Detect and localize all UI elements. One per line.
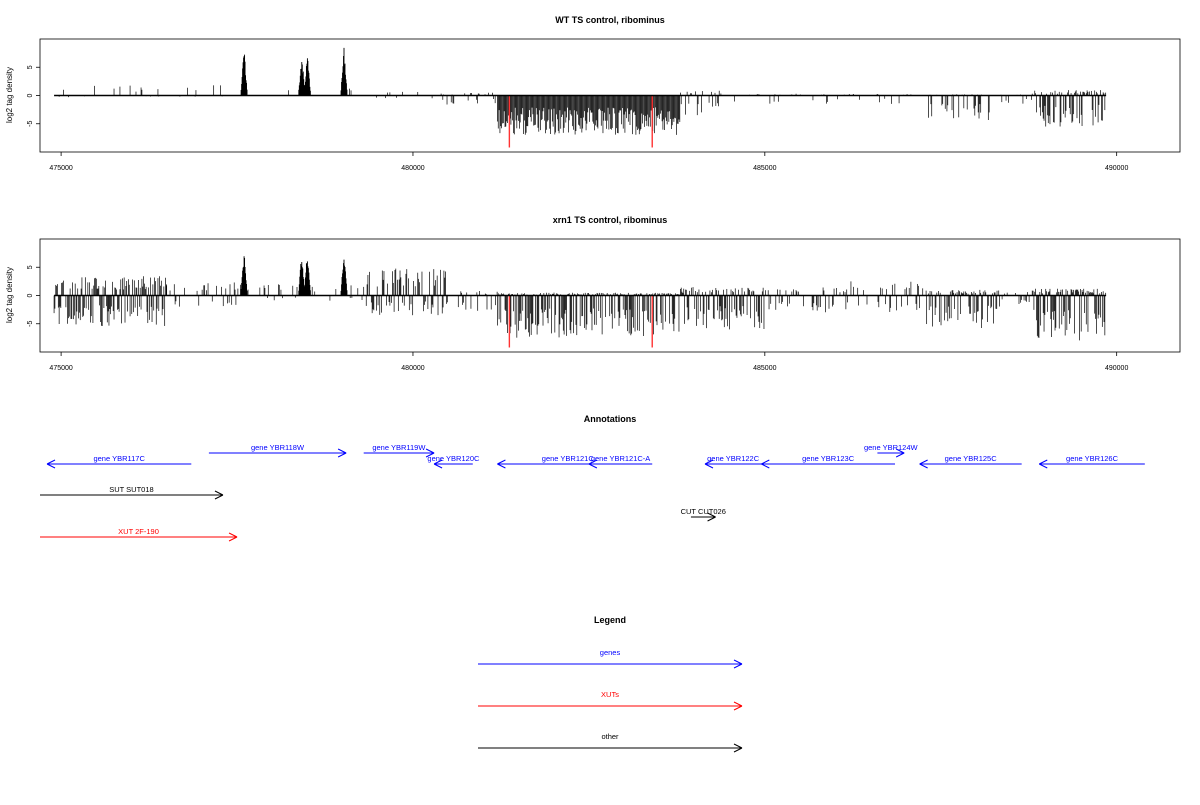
feature-label: gene YBR123C [802, 454, 855, 463]
feature-arrow: SUT SUT018 [40, 485, 224, 500]
feature-label: XUT 2F-190 [118, 527, 159, 536]
legend-label: XUTs [601, 690, 619, 699]
arrow-head [588, 463, 598, 469]
feature-label: gene YBR122C [707, 454, 760, 463]
arrow-head [707, 512, 716, 518]
x-tick-label: 480000 [401, 165, 424, 172]
arrow-head [704, 459, 714, 465]
arrow-head [733, 743, 743, 749]
x-tick-label: 480000 [401, 365, 424, 372]
y-tick-label: 0 [27, 93, 34, 97]
legend-title: Legend [594, 615, 626, 625]
legend-item: other [478, 732, 743, 753]
arrow-head [704, 463, 714, 469]
x-tick-label: 490000 [1105, 165, 1128, 172]
legend: Legend genes XUTs other [478, 615, 743, 753]
y-tick-label: 0 [27, 293, 34, 297]
feature-arrow: gene YBR120C [427, 454, 480, 469]
y-tick-label: 5 [27, 265, 34, 269]
feature-arrow: CUT CUT026 [681, 507, 726, 522]
arrow-head [919, 463, 928, 469]
x-tick-label: 475000 [49, 365, 72, 372]
feature-label: gene YBR117C [93, 454, 145, 463]
arrow-head [895, 452, 905, 458]
arrow-head [425, 448, 435, 454]
arrow-head [46, 463, 56, 469]
axes: 5 0 -5 475000 480000 485000 490000 [27, 65, 1128, 172]
feature-arrow: XUT 2F-190 [40, 527, 238, 542]
arrow-head [337, 448, 347, 454]
annotations-title: Annotations [584, 414, 637, 424]
arrow-head [228, 532, 238, 538]
arrow-head [46, 459, 56, 465]
panel-title: xrn1 TS control, ribominus [553, 215, 668, 225]
feature-label: SUT SUT018 [109, 485, 153, 494]
y-tick-label: -5 [27, 121, 34, 127]
arrow-head [895, 448, 905, 454]
annotations-track: Annotations gene YBR117C gene YBR118W gene… [40, 414, 1145, 542]
arrow-head [733, 705, 743, 711]
feature-label: gene YBR124W [864, 443, 919, 452]
feature-label: gene YBR121C [542, 454, 595, 463]
arrow-head [1039, 463, 1048, 469]
feature-arrow: gene YBR126C [1039, 454, 1145, 469]
arrow-head [425, 452, 435, 458]
feature-label: gene YBR126C [1066, 454, 1119, 463]
arrow-head [733, 747, 743, 753]
arrow-head [733, 659, 743, 665]
arrow-head [497, 463, 506, 469]
legend-item: genes [478, 648, 743, 669]
wt-density-panel: WT TS control, ribominus log2 tag densit… [5, 15, 1181, 172]
x-tick-label: 475000 [49, 165, 72, 172]
legend-label: other [601, 732, 619, 741]
feature-arrow: gene YBR119W [363, 443, 435, 458]
xrn1-density-panel: xrn1 TS control, ribominus log2 tag dens… [5, 215, 1181, 372]
arrow-head [337, 452, 347, 458]
arrow-head [733, 701, 743, 707]
y-tick-label: -5 [27, 321, 34, 327]
x-tick-label: 485000 [753, 165, 776, 172]
arrow-head [1039, 459, 1048, 465]
axes: 5 0 -5 475000 480000 485000 490000 [27, 265, 1128, 372]
feature-arrow: gene YBR122C [704, 454, 762, 469]
feature-arrow: gene YBR121C-A [588, 454, 653, 469]
feature-arrow: gene YBR123C [761, 454, 895, 469]
arrow-head [497, 459, 506, 465]
y-tick-label: 5 [27, 65, 34, 69]
arrow-head [228, 536, 238, 542]
y-axis-label: log2 tag density [5, 67, 14, 123]
arrow-head [588, 459, 598, 465]
feature-arrow: gene YBR125C [919, 454, 1022, 469]
x-tick-label: 485000 [753, 365, 776, 372]
panel-title: WT TS control, ribominus [555, 15, 665, 25]
arrow-head [433, 463, 443, 469]
arrow-head [707, 516, 716, 522]
feature-label: gene YBR118W [251, 443, 305, 452]
arrow-head [733, 663, 743, 669]
legend-item: XUTs [478, 690, 743, 711]
feature-label: gene YBR120C [427, 454, 480, 463]
feature-arrow: gene YBR118W [208, 443, 347, 458]
feature-label: gene YBR125C [945, 454, 998, 463]
feature-label: gene YBR119W [372, 443, 426, 452]
arrow-head [761, 463, 770, 469]
feature-label: gene YBR121C-A [591, 454, 650, 463]
bar-series [53, 256, 1107, 348]
legend-items: genes XUTs other [478, 648, 743, 753]
arrow-head [214, 490, 224, 496]
feature-label: CUT CUT026 [681, 507, 726, 516]
x-tick-label: 490000 [1105, 365, 1128, 372]
arrow-head [919, 459, 928, 465]
arrow-head [433, 459, 443, 465]
arrow-head [761, 459, 770, 465]
arrow-head [214, 494, 224, 500]
y-axis-label: log2 tag density [5, 267, 14, 323]
feature-arrow: gene YBR117C [46, 454, 192, 469]
legend-label: genes [600, 648, 621, 657]
feature-arrow: gene YBR124W [864, 443, 919, 458]
bar-series [54, 47, 1107, 148]
